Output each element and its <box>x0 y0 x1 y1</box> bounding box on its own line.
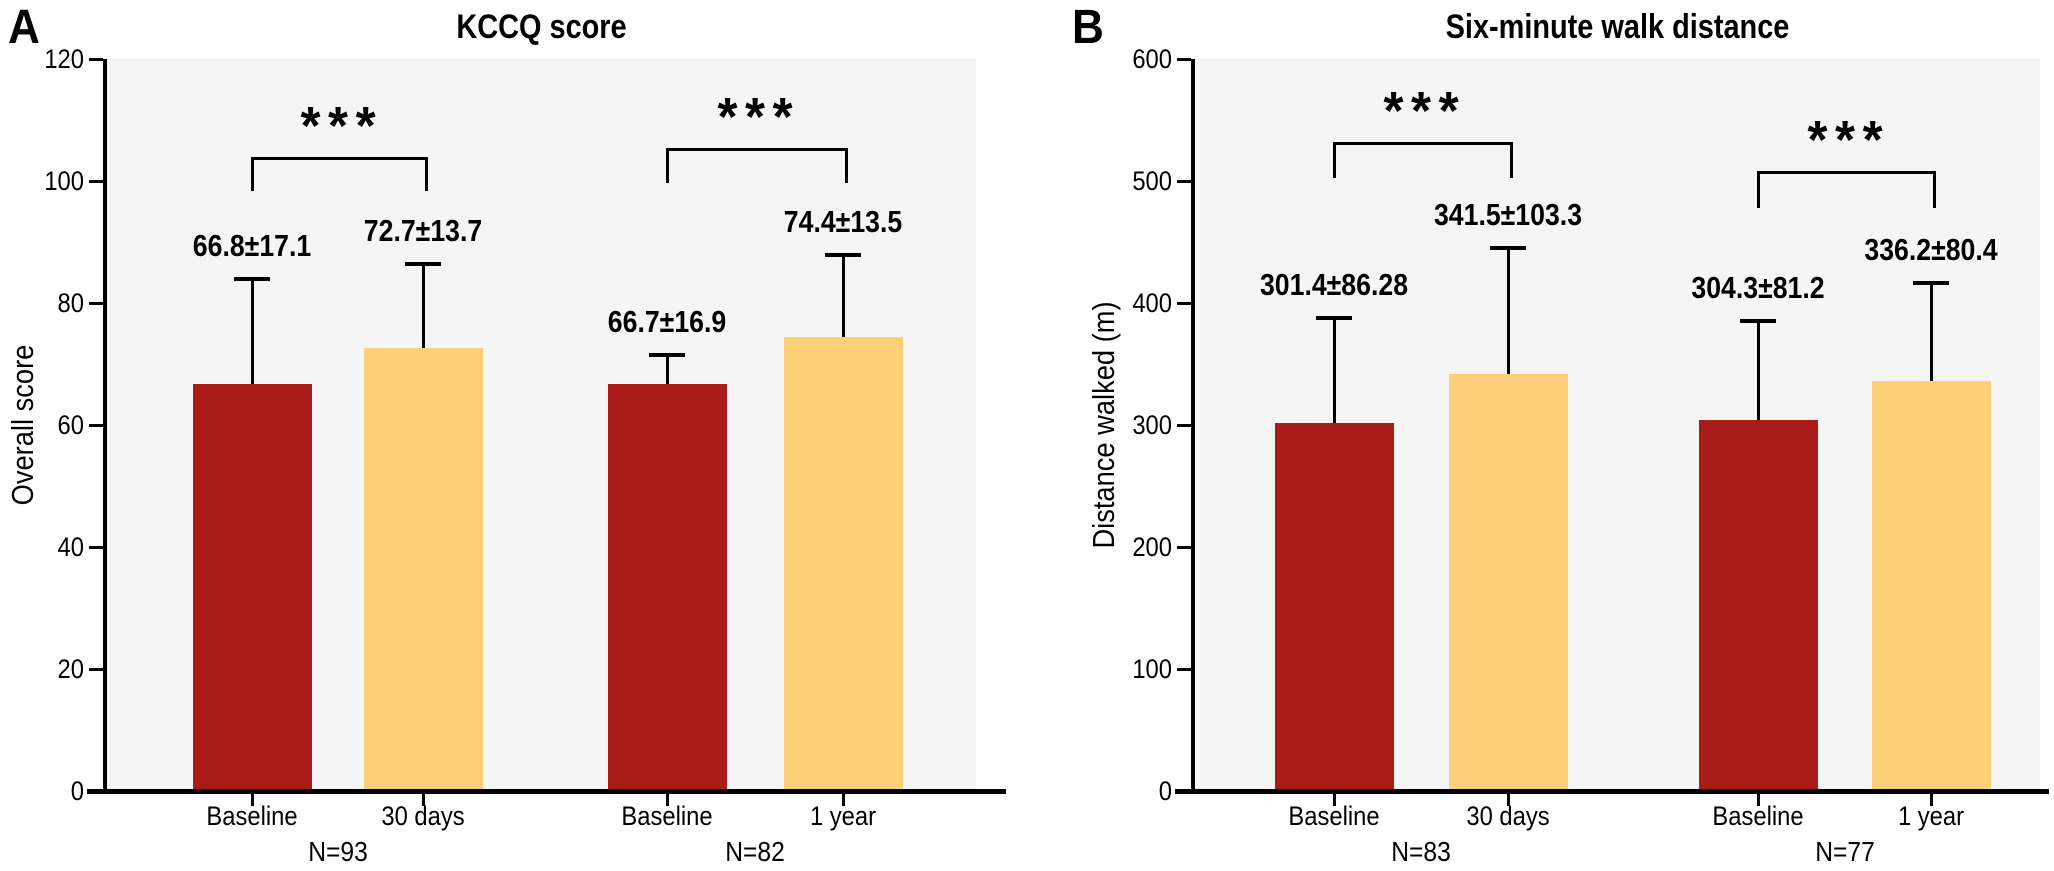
panel-a-y-tick-mark <box>89 545 103 549</box>
panel-b-significance-stars: *** <box>1383 81 1467 141</box>
panel-b-letter: B <box>1072 1 1104 54</box>
panel-a-y-tick-label: 20 <box>57 654 84 684</box>
panel-b-y-tick-label: 200 <box>1132 532 1172 562</box>
panel-b-value-label: 336.2±80.4 <box>1864 231 1998 267</box>
panel-a-y-tick-mark <box>89 57 103 61</box>
panel-b-error-bar-cap <box>1316 316 1352 320</box>
panel-a-x-tick-label: 30 days <box>381 801 465 831</box>
panel-b-error-bar-cap <box>1913 280 1949 285</box>
panel-b-y-tick-label: 100 <box>1132 654 1172 684</box>
panel-a-error-bar <box>665 354 669 385</box>
panel-b-n-label: N=83 <box>1391 836 1451 867</box>
panel-a-n-label: N=93 <box>307 836 368 867</box>
panel-b-significance-stars: *** <box>1806 110 1890 170</box>
panel-a-error-bar-cap <box>649 352 685 357</box>
panel-a-y-tick-label: 80 <box>57 288 84 318</box>
panel-b-value-label: 301.4±86.28 <box>1259 267 1409 302</box>
panel-a-y-tick-mark <box>89 423 103 427</box>
panel-a-value-label: 72.7±13.7 <box>363 212 483 248</box>
panel-a-y-tick-label: 100 <box>44 166 84 196</box>
panel-a-significance-stars: *** <box>717 87 801 147</box>
panel-a-x-tick-mark <box>250 794 254 806</box>
panel-b-y-tick-label: 600 <box>1132 44 1172 74</box>
panel-a-bar-1-year <box>783 337 903 789</box>
panel-b-title: Six-minute walk distance <box>1445 8 1790 46</box>
panel-b-x-tick-label: 30 days <box>1466 801 1550 831</box>
panel-a-y-tick-label: 60 <box>57 410 84 440</box>
panel-b-y-tick-mark <box>1177 789 1191 793</box>
panel-b-x-tick-mark <box>1506 794 1510 806</box>
panel-a-x-tick-mark <box>841 794 845 806</box>
panel-b-significance-bracket <box>1332 142 1513 178</box>
panel-b-x-axis-line <box>1175 789 2049 794</box>
panel-b-y-tick-mark <box>1177 301 1191 305</box>
panel-a-significance-bracket <box>665 148 848 183</box>
panel-b-y-tick-mark <box>1177 545 1191 549</box>
panel-b-bar-baseline <box>1698 419 1818 789</box>
panel-a-y-tick-mark <box>89 667 103 671</box>
panel-b-x-tick-label: Baseline <box>1288 801 1380 831</box>
panel-a-error-bar <box>421 263 425 348</box>
panel-a-value-label: 66.7±16.9 <box>607 303 727 339</box>
panel-b-y-tick-mark <box>1177 57 1191 61</box>
panel-a-y-axis-line <box>103 59 107 791</box>
panel-a-x-tick-label: 1 year <box>809 801 877 831</box>
panel-b-bar-baseline <box>1274 423 1394 789</box>
panel-b-bar-30-days <box>1448 374 1568 789</box>
panel-a-error-bar <box>250 279 254 384</box>
panel-b-x-tick-mark <box>1756 794 1760 806</box>
panel-a-error-bar <box>841 254 845 338</box>
panel-a-y-tick-mark <box>89 789 103 793</box>
panel-a-y-tick-label: 0 <box>70 776 84 806</box>
panel-a-bar-30-days <box>363 347 483 789</box>
panel-b-y-tick-mark <box>1177 667 1191 671</box>
panel-b-x-tick-label: Baseline <box>1712 801 1804 831</box>
panel-a-value-label: 66.8±17.1 <box>192 228 312 264</box>
panel-b-value-label: 341.5±103.3 <box>1433 197 1583 233</box>
panel-b-y-tick-mark <box>1177 179 1191 183</box>
panel-b-error-bar-cap <box>1490 246 1526 251</box>
panel-a-x-tick-mark <box>665 794 669 806</box>
panel-b-error-bar <box>1929 282 1933 381</box>
panel-a-value-label: 74.4±13.5 <box>783 203 903 239</box>
panel-b-y-tick-label: 400 <box>1132 288 1172 318</box>
panel-b-bar-1-year <box>1871 380 1991 789</box>
panel-a-error-bar-cap <box>825 252 861 257</box>
panel-a-bar-baseline <box>607 384 727 789</box>
panel-b-y-axis-line <box>1191 59 1195 791</box>
panel-b-error-bar-cap <box>1740 318 1776 323</box>
panel-b-significance-bracket <box>1756 171 1936 208</box>
panel-a-n-label: N=82 <box>725 836 785 867</box>
panel-a-error-bar-cap <box>234 277 270 282</box>
panel-a-y-tick-mark <box>89 179 103 183</box>
panel-a-y-tick-mark <box>89 301 103 305</box>
panel-b-x-tick-label: 1 year <box>1897 801 1965 831</box>
panel-b-error-bar <box>1506 248 1510 375</box>
panel-b-x-tick-mark <box>1929 794 1933 806</box>
panel-a-significance-stars: *** <box>299 96 383 156</box>
panel-a-bar-baseline <box>192 383 312 789</box>
panel-b-x-tick-mark <box>1332 794 1336 806</box>
panel-a-significance-bracket <box>250 157 428 191</box>
panel-a-title: KCCQ score <box>456 8 627 46</box>
panel-a-y-tick-label: 40 <box>57 532 84 562</box>
panel-b-value-label: 304.3±81.2 <box>1691 269 1825 305</box>
panel-b-y-tick-label: 300 <box>1132 410 1172 440</box>
panel-a-x-axis-line <box>87 789 1006 794</box>
panel-b-y-tick-label: 0 <box>1158 776 1172 806</box>
panel-b-error-bar <box>1332 318 1336 424</box>
panel-b-y-tick-label: 500 <box>1132 166 1172 196</box>
panel-b-y-tick-mark <box>1177 423 1191 427</box>
panel-a-error-bar-cap <box>405 261 441 266</box>
panel-a-x-tick-label: Baseline <box>621 801 713 831</box>
panel-a-x-tick-mark <box>421 794 425 806</box>
panel-a-letter: A <box>8 1 40 54</box>
panel-a-y-tick-label: 120 <box>44 44 84 74</box>
panel-b-n-label: N=77 <box>1814 836 1875 867</box>
panel-a-x-tick-label: Baseline <box>206 801 298 831</box>
panel-b-error-bar <box>1756 320 1760 420</box>
